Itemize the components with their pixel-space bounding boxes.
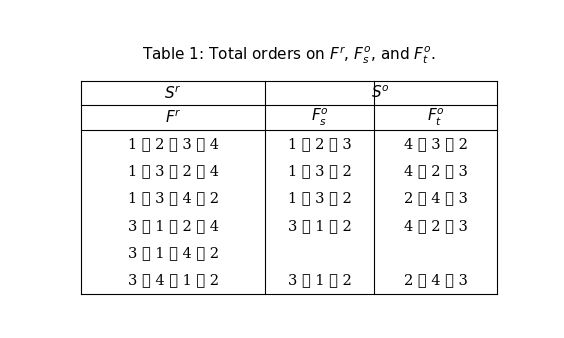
Text: $F_t^o$: $F_t^o$ [426, 107, 444, 128]
Text: $F^r$: $F^r$ [165, 109, 182, 126]
Text: 3 ≺ 1 ≺ 4 ≺ 2: 3 ≺ 1 ≺ 4 ≺ 2 [127, 246, 219, 260]
Text: 3 ≺ 4 ≺ 1 ≺ 2: 3 ≺ 4 ≺ 1 ≺ 2 [127, 274, 219, 288]
Text: 2 ≺ 4 ≺ 3: 2 ≺ 4 ≺ 3 [403, 191, 468, 206]
Text: 3 ≺ 1 ≺ 2: 3 ≺ 1 ≺ 2 [288, 274, 351, 288]
Text: 3 ≺ 1 ≺ 2: 3 ≺ 1 ≺ 2 [288, 219, 351, 233]
Text: Table 1: Total orders on $F^r$, $F_s^o$, and $F_t^o$.: Table 1: Total orders on $F^r$, $F_s^o$,… [142, 44, 436, 66]
Text: 4 ≺ 2 ≺ 3: 4 ≺ 2 ≺ 3 [403, 164, 468, 178]
Text: 1 ≺ 2 ≺ 3 ≺ 4: 1 ≺ 2 ≺ 3 ≺ 4 [127, 137, 219, 151]
Text: 1 ≺ 2 ≺ 3: 1 ≺ 2 ≺ 3 [288, 137, 351, 151]
Text: 2 ≺ 4 ≺ 3: 2 ≺ 4 ≺ 3 [403, 274, 468, 288]
Text: $S^r$: $S^r$ [164, 84, 182, 102]
Text: 1 ≺ 3 ≺ 2 ≺ 4: 1 ≺ 3 ≺ 2 ≺ 4 [127, 164, 219, 178]
Text: 4 ≺ 2 ≺ 3: 4 ≺ 2 ≺ 3 [403, 219, 468, 233]
Text: 1 ≺ 3 ≺ 4 ≺ 2: 1 ≺ 3 ≺ 4 ≺ 2 [127, 191, 219, 206]
Text: 1 ≺ 3 ≺ 2: 1 ≺ 3 ≺ 2 [288, 164, 351, 178]
Text: 4 ≺ 3 ≺ 2: 4 ≺ 3 ≺ 2 [403, 137, 468, 151]
Text: 3 ≺ 1 ≺ 2 ≺ 4: 3 ≺ 1 ≺ 2 ≺ 4 [127, 219, 219, 233]
Text: 1 ≺ 3 ≺ 2: 1 ≺ 3 ≺ 2 [288, 191, 351, 206]
Text: $S^o$: $S^o$ [372, 85, 390, 101]
Text: $F_s^o$: $F_s^o$ [311, 107, 329, 128]
